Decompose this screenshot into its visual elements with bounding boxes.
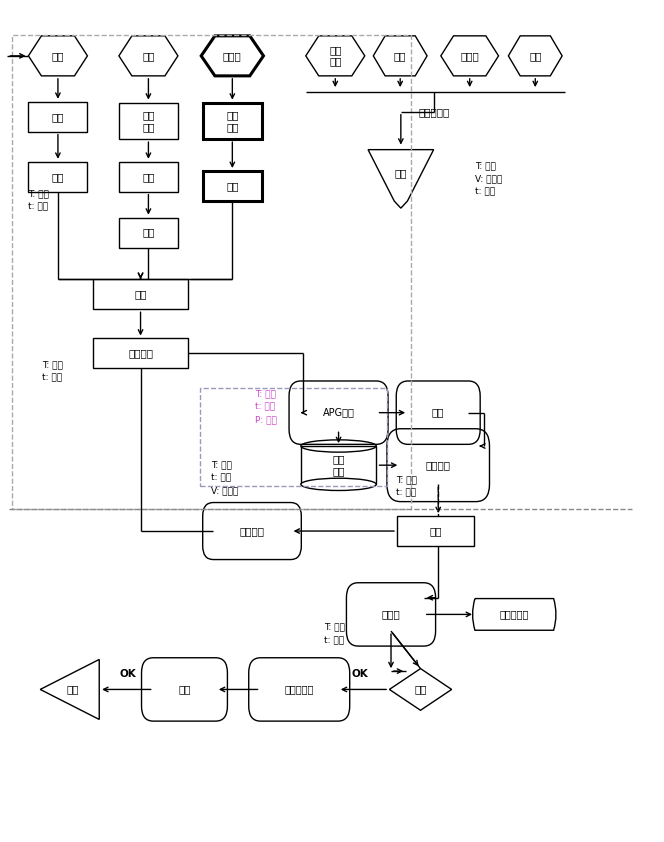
Text: 检查: 检查 xyxy=(414,685,427,695)
Text: 环氧
树脂: 环氧 树脂 xyxy=(329,45,341,67)
Text: 固化剂: 固化剂 xyxy=(460,51,479,61)
Text: 后固化: 后固化 xyxy=(382,610,400,620)
Text: 处理、计量: 处理、计量 xyxy=(418,107,450,117)
Text: T: 温度
t: 时间
V: 真空度: T: 温度 t: 时间 V: 真空度 xyxy=(211,461,238,496)
Text: T: 温度
t: 时间: T: 温度 t: 时间 xyxy=(324,623,345,645)
Text: OK: OK xyxy=(351,669,368,679)
Ellipse shape xyxy=(301,478,376,491)
Text: 模具清理: 模具清理 xyxy=(240,526,264,536)
Text: T: 温度
t: 时间: T: 温度 t: 时间 xyxy=(29,189,49,211)
Text: 清洗
处理: 清洗 处理 xyxy=(142,110,155,131)
Text: 真空
浇注: 真空 浇注 xyxy=(332,455,345,476)
Text: 脱模: 脱模 xyxy=(430,526,442,536)
Text: T: 温度
V: 真空度
t: 时间: T: 温度 V: 真空度 t: 时间 xyxy=(475,161,502,196)
Text: OK: OK xyxy=(119,669,136,679)
Text: 清理、清洗: 清理、清洗 xyxy=(285,685,314,695)
Text: 填料: 填料 xyxy=(394,51,406,61)
Text: T: 温度
t: 时间: T: 温度 t: 时间 xyxy=(42,360,63,382)
Text: 处理: 处理 xyxy=(52,112,64,122)
Text: 一次固化: 一次固化 xyxy=(426,461,451,470)
Text: 模具预热: 模具预热 xyxy=(128,349,153,359)
Text: 清洗
处理: 清洗 处理 xyxy=(226,110,238,131)
Text: 凝胶: 凝胶 xyxy=(432,408,444,418)
Text: 封装: 封装 xyxy=(226,181,238,191)
Text: 组装: 组装 xyxy=(142,172,155,182)
Text: 辅剂: 辅剂 xyxy=(529,51,542,61)
Text: 装模: 装模 xyxy=(134,290,147,299)
Text: 试验: 试验 xyxy=(178,685,191,695)
Text: T: 温度
t: 时间: T: 温度 t: 时间 xyxy=(396,475,417,498)
Text: 混料: 混料 xyxy=(394,168,407,179)
Text: T: 温度
t: 时间
P: 压力: T: 温度 t: 时间 P: 压力 xyxy=(254,389,276,424)
Text: 传感器: 传感器 xyxy=(223,51,242,61)
Text: 一玻化温度: 一玻化温度 xyxy=(499,610,529,620)
Text: 出厂: 出厂 xyxy=(66,685,79,695)
Text: 预热: 预热 xyxy=(142,227,155,237)
Text: 拆件: 拆件 xyxy=(142,51,155,61)
Text: APG浇注: APG浇注 xyxy=(323,408,355,418)
Text: 预热: 预热 xyxy=(52,172,64,182)
Text: 模具: 模具 xyxy=(52,51,64,61)
